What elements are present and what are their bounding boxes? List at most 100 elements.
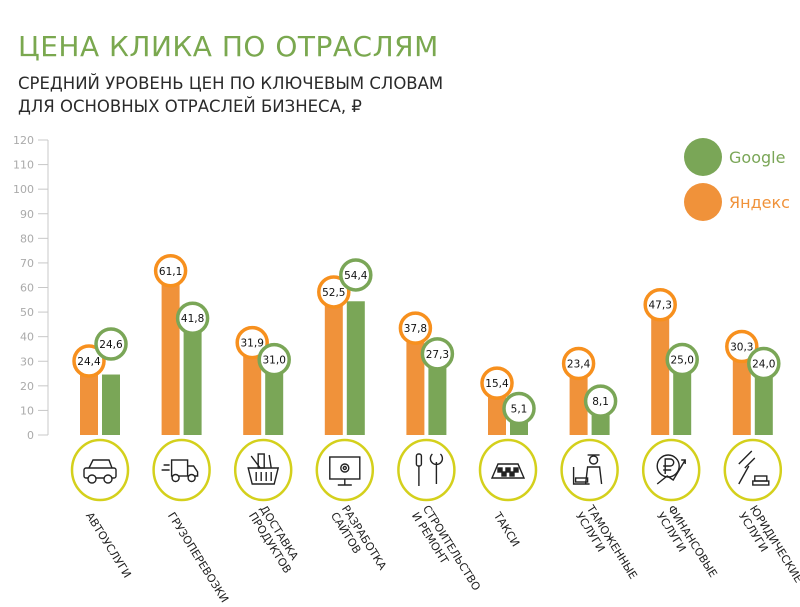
truck-icon: [161, 459, 199, 483]
taxi-sign-icon: [490, 463, 526, 479]
data-label-yandex-circle: [561, 346, 596, 381]
data-label-yandex-text: 31,9: [241, 338, 264, 350]
bar-yandex: [732, 360, 751, 435]
y-tick-label: 120: [13, 134, 34, 147]
bar-yandex: [161, 284, 180, 435]
legend-label-google: Google: [729, 148, 785, 167]
data-label-google: 8,1: [583, 384, 618, 418]
data-label-google-text: 8,1: [592, 396, 609, 408]
bar-google: [183, 332, 202, 435]
data-label-google-text: 27,3: [426, 349, 449, 361]
page-title: ЦЕНА КЛИКА ПО ОТРАСЛЯМ: [18, 30, 439, 63]
data-label-google: 24,0: [747, 346, 781, 381]
data-label-yandex: 24,4: [72, 344, 106, 378]
category-icon-ring: [397, 438, 456, 502]
data-label-yandex: 30,3: [725, 329, 759, 364]
data-label-google-circle: [339, 258, 373, 292]
data-label-yandex-text: 24,4: [77, 356, 101, 368]
y-tick-label: 30: [20, 355, 34, 368]
category-icon-ring: [723, 438, 783, 502]
data-label-yandex-circle: [72, 344, 106, 378]
grocery-basket-icon: [247, 453, 280, 485]
monitor-gear-icon: [329, 456, 361, 486]
data-label-yandex-text: 61,1: [159, 266, 182, 278]
bar-google: [265, 358, 284, 435]
data-label-yandex-text: 23,4: [567, 358, 591, 370]
y-tick-label: 60: [20, 282, 34, 295]
data-label-google-text: 25,0: [671, 355, 694, 367]
data-label-yandex-text: 37,8: [404, 323, 427, 335]
y-tick-label: 10: [20, 404, 34, 417]
y-tick-label: 70: [20, 257, 34, 270]
y-tick-label: 90: [20, 208, 34, 221]
data-label-google: 54,4: [339, 258, 373, 292]
gavel-icon: [738, 450, 770, 486]
data-label-google-text: 31,0: [263, 355, 286, 367]
data-label-google-circle: [257, 342, 291, 377]
data-label-google-circle: [747, 346, 781, 381]
data-label-google: 5,1: [502, 391, 536, 426]
legend-label-yandex: Яндекс: [729, 193, 790, 212]
data-label-google-text: 24,0: [752, 359, 775, 371]
legend-swatch-google: [684, 138, 722, 176]
category-icon-ring: [233, 438, 293, 502]
y-tick-label: 80: [20, 232, 34, 245]
customs-officer-icon: [572, 454, 603, 485]
data-label-yandex: 61,1: [153, 254, 188, 288]
subtitle-line-2: ДЛЯ ОСНОВНЫХ ОТРАСЛЕЙ БИЗНЕСА, ₽: [18, 97, 362, 116]
data-label-yandex: 31,9: [235, 325, 269, 360]
data-label-yandex: 47,3: [643, 287, 677, 322]
bar-yandex: [80, 375, 98, 435]
category-icon-ring: [70, 438, 130, 502]
data-label-yandex-circle: [725, 329, 759, 364]
data-label-google-circle: [583, 384, 618, 418]
data-label-yandex-circle: [643, 287, 677, 322]
data-label-google: 27,3: [420, 337, 455, 371]
bar-google: [510, 422, 528, 435]
data-label-yandex: 37,8: [398, 311, 433, 345]
data-label-yandex-circle: [398, 311, 433, 345]
y-tick-label: 110: [13, 159, 34, 172]
data-label-yandex-circle: [317, 275, 351, 309]
data-label-yandex-text: 15,4: [485, 378, 509, 390]
data-label-yandex-circle: [480, 366, 514, 400]
data-label-yandex-circle: [235, 325, 269, 360]
bar-yandex: [488, 397, 506, 435]
y-tick-label: 100: [13, 183, 34, 196]
data-label-yandex: 15,4: [480, 366, 514, 400]
bar-google: [673, 373, 692, 435]
y-tick-label: 20: [20, 380, 34, 393]
car-icon: [83, 459, 117, 484]
bar-yandex: [569, 377, 588, 435]
data-label-yandex-text: 52,5: [322, 287, 345, 299]
bar-google: [754, 376, 773, 435]
data-label-google-circle: [502, 391, 536, 426]
data-label-yandex: 52,5: [317, 275, 351, 309]
bar-google: [428, 367, 447, 435]
bar-yandex: [651, 318, 670, 435]
bar-yandex: [406, 342, 425, 435]
legend-swatch-yandex: [684, 183, 722, 221]
bar-yandex: [324, 305, 343, 435]
data-label-google: 41,8: [175, 301, 210, 335]
data-label-google-circle: [665, 342, 699, 377]
subtitle-line-1: СРЕДНИЙ УРОВЕНЬ ЦЕН ПО КЛЮЧЕВЫМ СЛОВАМ: [18, 74, 444, 93]
category-icon-ring: [560, 438, 619, 502]
data-label-google-circle: [420, 337, 455, 371]
data-label-google-text: 24,6: [99, 339, 123, 351]
bar-google: [591, 415, 610, 435]
bar-yandex: [243, 356, 262, 435]
ruble-growth-icon: [656, 454, 686, 485]
y-tick-label: 40: [20, 331, 34, 344]
data-label-google-text: 5,1: [511, 403, 528, 415]
tools-icon: [415, 453, 444, 486]
data-label-google: 24,6: [94, 327, 128, 361]
data-label-google: 31,0: [257, 342, 291, 377]
data-label-yandex-text: 30,3: [730, 342, 753, 354]
data-label-google-circle: [175, 301, 210, 335]
data-label-yandex-circle: [153, 254, 188, 288]
bar-google: [346, 301, 365, 435]
data-label-google-text: 41,8: [181, 313, 204, 325]
